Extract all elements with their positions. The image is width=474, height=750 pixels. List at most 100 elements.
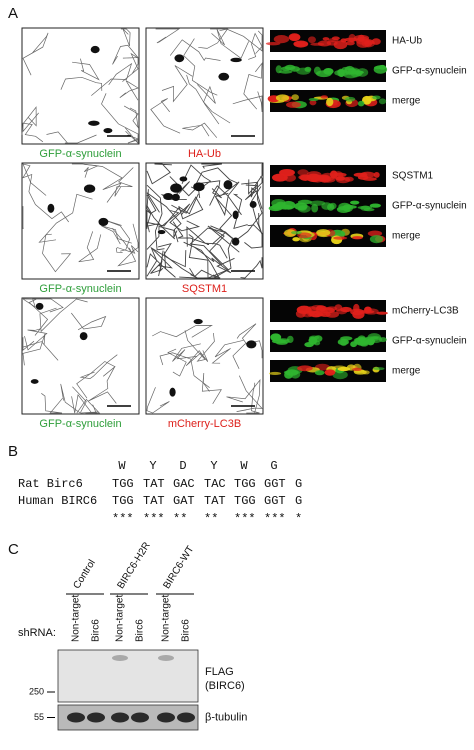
micrograph xyxy=(21,162,140,280)
lane-label: Birc6 xyxy=(135,619,146,642)
conservation: ** xyxy=(173,512,187,526)
neurite xyxy=(71,394,97,414)
image-caption: mCherry-LC3B xyxy=(168,418,241,430)
puncta xyxy=(275,94,290,102)
fluorescence-strip xyxy=(265,30,386,52)
group-label: BIRC6-WT xyxy=(161,544,196,591)
puncta xyxy=(337,68,345,77)
cell-body xyxy=(232,210,239,220)
neurite xyxy=(211,339,244,364)
cell-body xyxy=(171,193,180,202)
neurite xyxy=(172,343,201,362)
puncta xyxy=(332,370,348,380)
puncta xyxy=(331,36,340,41)
puncta xyxy=(314,335,323,343)
puncta xyxy=(353,303,360,313)
micrograph xyxy=(21,27,140,145)
codon: TAT xyxy=(143,477,165,491)
puncta xyxy=(373,171,380,178)
neurite xyxy=(250,186,263,235)
puncta xyxy=(315,70,332,78)
puncta xyxy=(309,99,317,106)
cell-body xyxy=(249,201,257,208)
fluorescence-strip xyxy=(267,90,387,112)
puncta xyxy=(335,176,346,181)
strip-label: mCherry-LC3B xyxy=(392,306,459,317)
puncta xyxy=(326,40,338,46)
conservation: *** xyxy=(264,512,286,526)
neurite xyxy=(146,192,182,243)
neurite xyxy=(22,206,24,230)
puncta xyxy=(314,370,325,376)
cell-body xyxy=(193,182,205,192)
neurite xyxy=(22,163,47,196)
neurite xyxy=(231,181,263,244)
neurite xyxy=(120,28,131,47)
micrograph xyxy=(145,162,264,280)
puncta xyxy=(281,66,292,71)
band xyxy=(87,712,105,723)
strip-label: HA-Ub xyxy=(392,36,422,47)
neurite xyxy=(71,163,100,178)
puncta xyxy=(307,36,316,44)
band xyxy=(67,712,85,723)
neurite xyxy=(157,242,198,279)
neurite xyxy=(210,196,239,244)
neurite xyxy=(169,176,221,206)
strip-label: merge xyxy=(392,96,421,107)
cell-body xyxy=(174,54,185,63)
fluorescence-strip xyxy=(268,195,386,217)
puncta xyxy=(297,169,309,176)
neurite xyxy=(125,127,139,144)
neurite xyxy=(146,225,178,250)
neurite xyxy=(194,246,235,274)
puncta xyxy=(369,203,382,208)
puncta xyxy=(372,367,385,371)
neurite xyxy=(181,164,212,199)
conservation: *** xyxy=(234,512,256,526)
lane-label: Non-target xyxy=(115,595,126,642)
neurite xyxy=(146,205,180,228)
neurite xyxy=(101,225,132,245)
puncta xyxy=(345,40,355,46)
amino-acid: Y xyxy=(210,459,217,473)
cell-body xyxy=(98,217,109,227)
neurite xyxy=(245,163,263,186)
cell-body xyxy=(193,318,203,325)
puncta xyxy=(364,39,375,45)
puncta xyxy=(308,97,319,102)
strip-label: GFP-α-synuclein xyxy=(392,201,467,212)
neurite xyxy=(232,193,248,230)
neurite xyxy=(28,174,69,223)
conservation: *** xyxy=(143,512,165,526)
blot-label: (BIRC6) xyxy=(205,680,245,692)
neurite xyxy=(71,312,107,331)
neurite xyxy=(155,28,181,44)
strip-label: GFP-α-synuclein xyxy=(392,66,467,77)
codon: TAC xyxy=(204,477,226,491)
neurite xyxy=(248,32,263,60)
neurite xyxy=(119,80,139,101)
neurite xyxy=(167,348,187,377)
blot-label: FLAG xyxy=(205,666,234,678)
band xyxy=(131,712,149,723)
strip-label: merge xyxy=(392,366,421,377)
puncta xyxy=(365,336,379,340)
puncta xyxy=(362,177,377,181)
band xyxy=(177,712,195,723)
neurite xyxy=(117,245,139,267)
neurite xyxy=(22,298,49,336)
lane-label: Non-target xyxy=(161,595,172,642)
puncta xyxy=(360,171,376,178)
puncta xyxy=(326,306,338,311)
neurite xyxy=(226,378,261,414)
neurite xyxy=(38,193,93,243)
cell-body xyxy=(170,183,182,193)
amino-acid: W xyxy=(118,459,126,473)
puncta xyxy=(293,40,309,48)
neurite xyxy=(189,227,227,266)
image-frame xyxy=(145,162,264,280)
puncta xyxy=(297,232,312,239)
strip-label: GFP-α-synuclein xyxy=(392,336,467,347)
neurite xyxy=(152,325,213,338)
